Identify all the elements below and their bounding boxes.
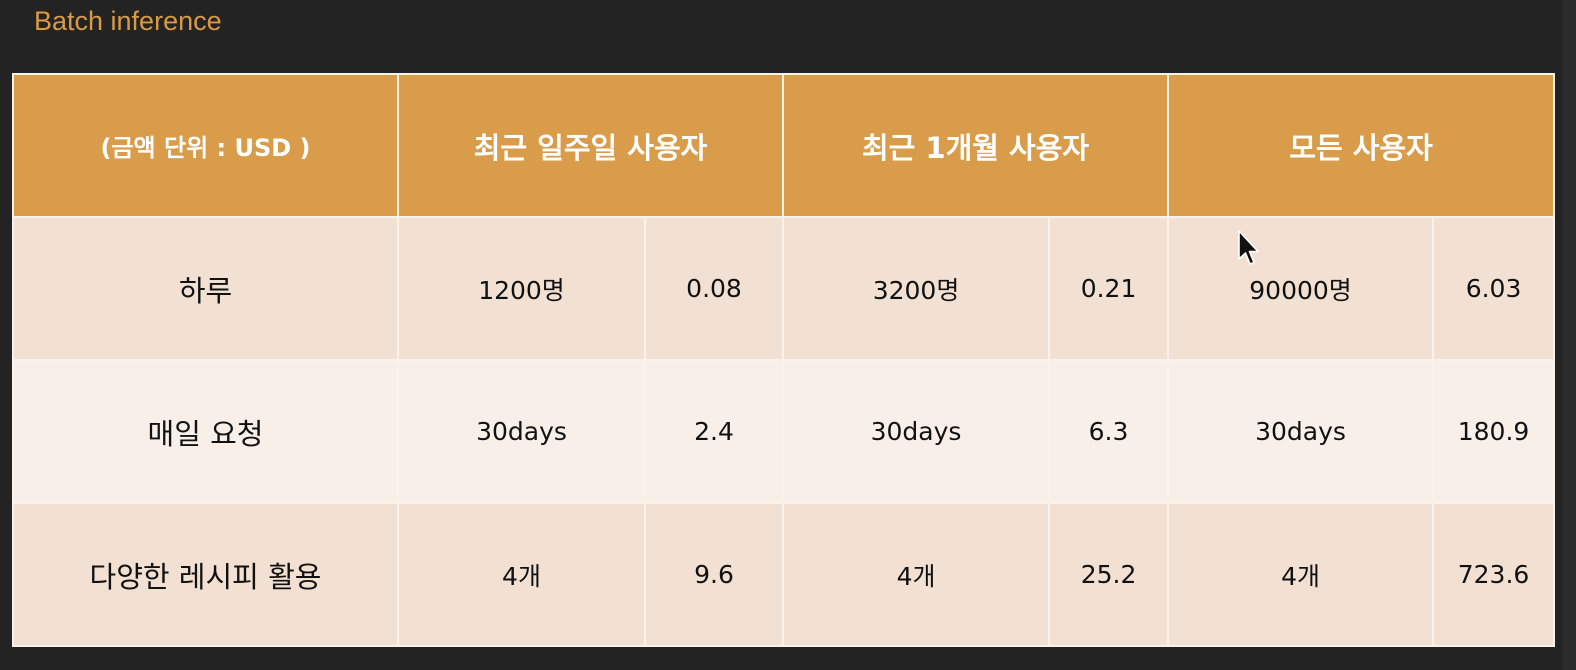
table-cell: 6.03 bbox=[1432, 216, 1556, 361]
header-monthly-users: 최근 1개월 사용자 bbox=[782, 73, 1170, 218]
row-label: 하루 bbox=[12, 216, 399, 361]
table-cell: 30days bbox=[782, 359, 1051, 504]
pricing-table: (금액 단위 : USD ) 최근 일주일 사용자 최근 1개월 사용자 모든 … bbox=[12, 73, 1556, 647]
slide-title: Batch inference bbox=[34, 6, 222, 36]
table-cell: 4개 bbox=[1167, 502, 1435, 647]
table-cell: 30days bbox=[397, 359, 646, 504]
table-cell: 6.3 bbox=[1048, 359, 1170, 504]
table-cell: 25.2 bbox=[1048, 502, 1170, 647]
mouse-pointer-icon bbox=[1238, 230, 1259, 265]
table-cell: 4개 bbox=[397, 502, 646, 647]
table-cell: 1200명 bbox=[397, 216, 646, 361]
header-weekly-users: 최근 일주일 사용자 bbox=[396, 73, 785, 218]
window-edge bbox=[1562, 0, 1576, 670]
row-label: 매일 요청 bbox=[12, 359, 399, 504]
table-row: 매일 요청 30days 2.4 30days 6.3 30days 180.9 bbox=[12, 359, 1556, 504]
table-cell: 0.21 bbox=[1048, 216, 1170, 361]
table-cell: 2.4 bbox=[643, 359, 785, 504]
row-label: 다양한 레시피 활용 bbox=[12, 502, 399, 647]
table-cell: 180.9 bbox=[1432, 359, 1556, 504]
table-cell: 30days bbox=[1167, 359, 1435, 504]
table-cell: 3200명 bbox=[782, 216, 1051, 361]
header-row: (금액 단위 : USD ) 최근 일주일 사용자 최근 1개월 사용자 모든 … bbox=[12, 73, 1556, 218]
table-cell: 90000명 bbox=[1167, 216, 1435, 361]
table-cell: 4개 bbox=[782, 502, 1051, 647]
table-cell: 9.6 bbox=[643, 502, 785, 647]
table-cell: 723.6 bbox=[1432, 502, 1556, 647]
unit-header: (금액 단위 : USD ) bbox=[12, 73, 399, 218]
table-row: 다양한 레시피 활용 4개 9.6 4개 25.2 4개 723.6 bbox=[12, 502, 1556, 647]
table-cell: 0.08 bbox=[643, 216, 785, 361]
header-all-users: 모든 사용자 bbox=[1167, 73, 1556, 218]
table-row: 하루 1200명 0.08 3200명 0.21 90000명 6.03 bbox=[12, 216, 1556, 361]
